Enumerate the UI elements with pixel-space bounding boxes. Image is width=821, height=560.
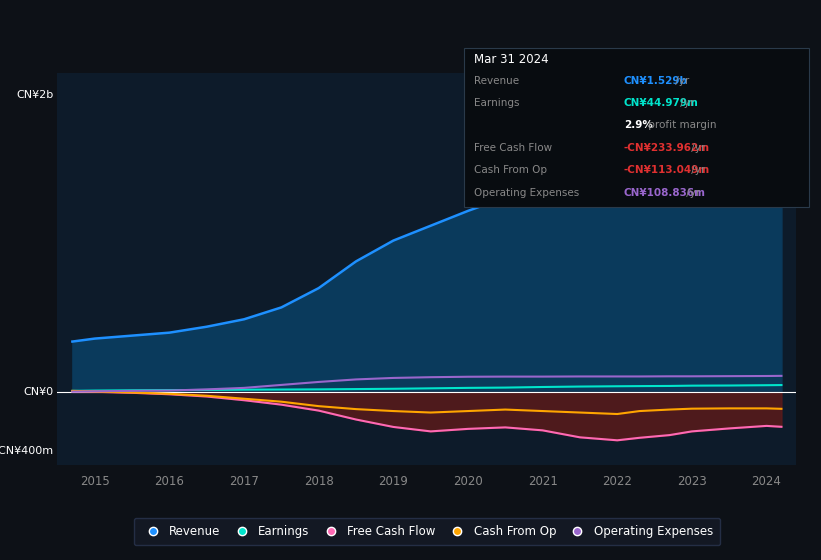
Text: CN¥2b: CN¥2b xyxy=(16,90,54,100)
Text: 2.9%: 2.9% xyxy=(624,120,653,130)
Text: CN¥108.836m: CN¥108.836m xyxy=(624,188,706,198)
Text: profit margin: profit margin xyxy=(645,120,717,130)
Text: -CN¥400m: -CN¥400m xyxy=(0,446,54,456)
Text: /yr: /yr xyxy=(683,188,700,198)
Text: /yr: /yr xyxy=(672,76,690,86)
Text: CN¥0: CN¥0 xyxy=(24,387,54,397)
Text: CN¥1.529b: CN¥1.529b xyxy=(624,76,688,86)
Text: CN¥44.979m: CN¥44.979m xyxy=(624,98,699,108)
Legend: Revenue, Earnings, Free Cash Flow, Cash From Op, Operating Expenses: Revenue, Earnings, Free Cash Flow, Cash … xyxy=(134,518,720,545)
Text: Operating Expenses: Operating Expenses xyxy=(474,188,579,198)
Text: /yr: /yr xyxy=(677,98,695,108)
Text: /yr: /yr xyxy=(688,143,705,153)
Text: -CN¥113.049m: -CN¥113.049m xyxy=(624,165,710,175)
Text: Mar 31 2024: Mar 31 2024 xyxy=(474,53,548,66)
Text: -CN¥233.962m: -CN¥233.962m xyxy=(624,143,710,153)
Text: Earnings: Earnings xyxy=(474,98,519,108)
Text: Cash From Op: Cash From Op xyxy=(474,165,547,175)
Text: Revenue: Revenue xyxy=(474,76,519,86)
Text: Free Cash Flow: Free Cash Flow xyxy=(474,143,552,153)
Text: /yr: /yr xyxy=(688,165,705,175)
